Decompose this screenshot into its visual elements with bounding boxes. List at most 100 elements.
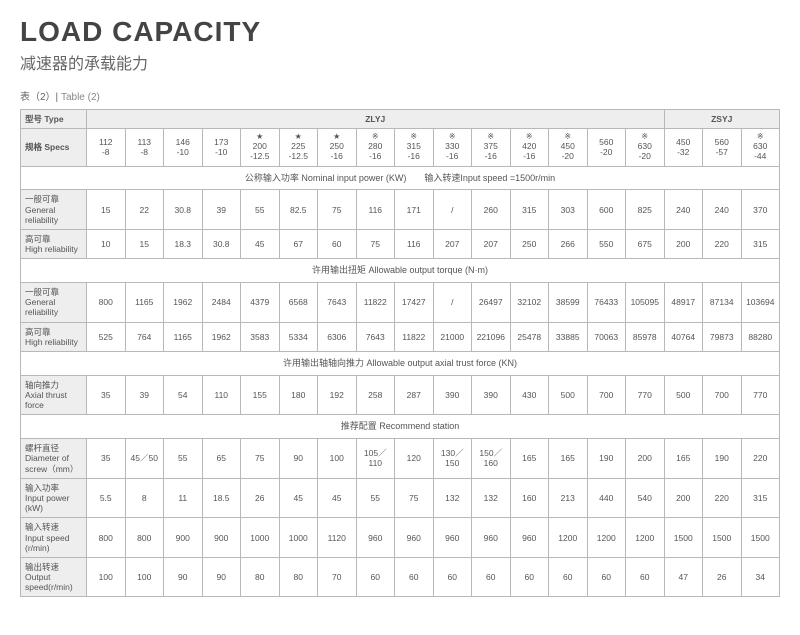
data-cell: 11	[164, 478, 203, 518]
data-cell: 75	[318, 190, 357, 230]
data-cell: 960	[510, 518, 549, 558]
data-cell: 390	[472, 375, 511, 415]
data-cell: 60	[587, 557, 626, 597]
data-cell: 80	[241, 557, 280, 597]
load-capacity-table: 型号 Type ZLYJ ZSYJ 规格 Specs112-8113-8146-…	[20, 109, 780, 597]
data-cell: 100	[125, 557, 164, 597]
data-cell: 75	[395, 478, 434, 518]
row-label: 输入功率Input power (kW)	[21, 478, 87, 518]
data-cell: 1500	[703, 518, 742, 558]
data-cell: 430	[510, 375, 549, 415]
data-cell: 76433	[587, 283, 626, 323]
data-cell: 26	[241, 478, 280, 518]
data-cell: 675	[626, 229, 665, 258]
data-cell: 60	[549, 557, 588, 597]
data-cell: 65	[202, 439, 241, 479]
data-cell: 1500	[664, 518, 703, 558]
spec-cell: ※420-16	[510, 129, 549, 166]
data-cell: 82.5	[279, 190, 318, 230]
row-label: 一般可靠General reliability	[21, 283, 87, 323]
data-cell: 75	[241, 439, 280, 479]
data-cell: 55	[164, 439, 203, 479]
data-cell: 540	[626, 478, 665, 518]
data-cell: 15	[87, 190, 126, 230]
data-cell: 10	[87, 229, 126, 258]
data-cell: 165	[549, 439, 588, 479]
data-cell: 1200	[587, 518, 626, 558]
data-cell: 1200	[626, 518, 665, 558]
header-type: 型号 Type	[21, 110, 87, 129]
data-cell: 525	[87, 322, 126, 351]
data-cell: 190	[703, 439, 742, 479]
data-cell: 220	[703, 478, 742, 518]
data-cell: 40764	[664, 322, 703, 351]
data-cell: 45	[241, 229, 280, 258]
data-cell: 1165	[125, 283, 164, 323]
data-cell: 48917	[664, 283, 703, 323]
spec-cell: 173-10	[202, 129, 241, 166]
data-cell: 17427	[395, 283, 434, 323]
spec-cell: ★250-16	[318, 129, 357, 166]
data-cell: 30.8	[202, 229, 241, 258]
data-cell: 110	[202, 375, 241, 415]
data-cell: 7643	[318, 283, 357, 323]
data-cell: 960	[395, 518, 434, 558]
data-cell: 100	[318, 439, 357, 479]
data-cell: 60	[510, 557, 549, 597]
data-cell: 150／160	[472, 439, 511, 479]
data-cell: 30.8	[164, 190, 203, 230]
data-cell: 155	[241, 375, 280, 415]
section-header: 推荐配置 Recommend station	[21, 415, 780, 439]
data-cell: 220	[703, 229, 742, 258]
data-cell: 287	[395, 375, 434, 415]
data-cell: 370	[741, 190, 780, 230]
data-cell: 700	[587, 375, 626, 415]
spec-cell: 450-32	[664, 129, 703, 166]
data-cell: 55	[356, 478, 395, 518]
data-cell: 60	[472, 557, 511, 597]
section-header: 公称输入功率 Nominal input power (KW) 输入转速Inpu…	[21, 166, 780, 190]
data-cell: 11822	[395, 322, 434, 351]
data-cell: 35	[87, 439, 126, 479]
data-cell: 116	[356, 190, 395, 230]
data-cell: 55	[241, 190, 280, 230]
data-cell: 38599	[549, 283, 588, 323]
data-cell: 900	[164, 518, 203, 558]
data-cell: 600	[587, 190, 626, 230]
spec-cell: ※630-44	[741, 129, 780, 166]
data-cell: 770	[626, 375, 665, 415]
data-cell: 2484	[202, 283, 241, 323]
data-cell: 45	[279, 478, 318, 518]
spec-cell: 560-20	[587, 129, 626, 166]
data-cell: 26	[703, 557, 742, 597]
data-cell: 70	[318, 557, 357, 597]
data-cell: 825	[626, 190, 665, 230]
data-cell: 200	[664, 229, 703, 258]
data-cell: 1962	[202, 322, 241, 351]
data-cell: 1165	[164, 322, 203, 351]
data-cell: 1962	[164, 283, 203, 323]
data-cell: 88280	[741, 322, 780, 351]
data-cell: /	[433, 190, 472, 230]
data-cell: /	[433, 283, 472, 323]
data-cell: 1500	[741, 518, 780, 558]
data-cell: 303	[549, 190, 588, 230]
data-cell: 90	[164, 557, 203, 597]
data-cell: 440	[587, 478, 626, 518]
data-cell: 80	[279, 557, 318, 597]
data-cell: 171	[395, 190, 434, 230]
row-label: 高可靠High reliability	[21, 229, 87, 258]
page-subtitle: 减速器的承载能力	[20, 50, 780, 74]
data-cell: 1120	[318, 518, 357, 558]
data-cell: 116	[395, 229, 434, 258]
data-cell: 87134	[703, 283, 742, 323]
spec-cell: 113-8	[125, 129, 164, 166]
data-cell: 32102	[510, 283, 549, 323]
data-cell: 45／50	[125, 439, 164, 479]
data-cell: 18.3	[164, 229, 203, 258]
data-cell: 60	[626, 557, 665, 597]
data-cell: 8	[125, 478, 164, 518]
data-cell: 54	[164, 375, 203, 415]
data-cell: 45	[318, 478, 357, 518]
header-specs: 规格 Specs	[21, 129, 87, 166]
